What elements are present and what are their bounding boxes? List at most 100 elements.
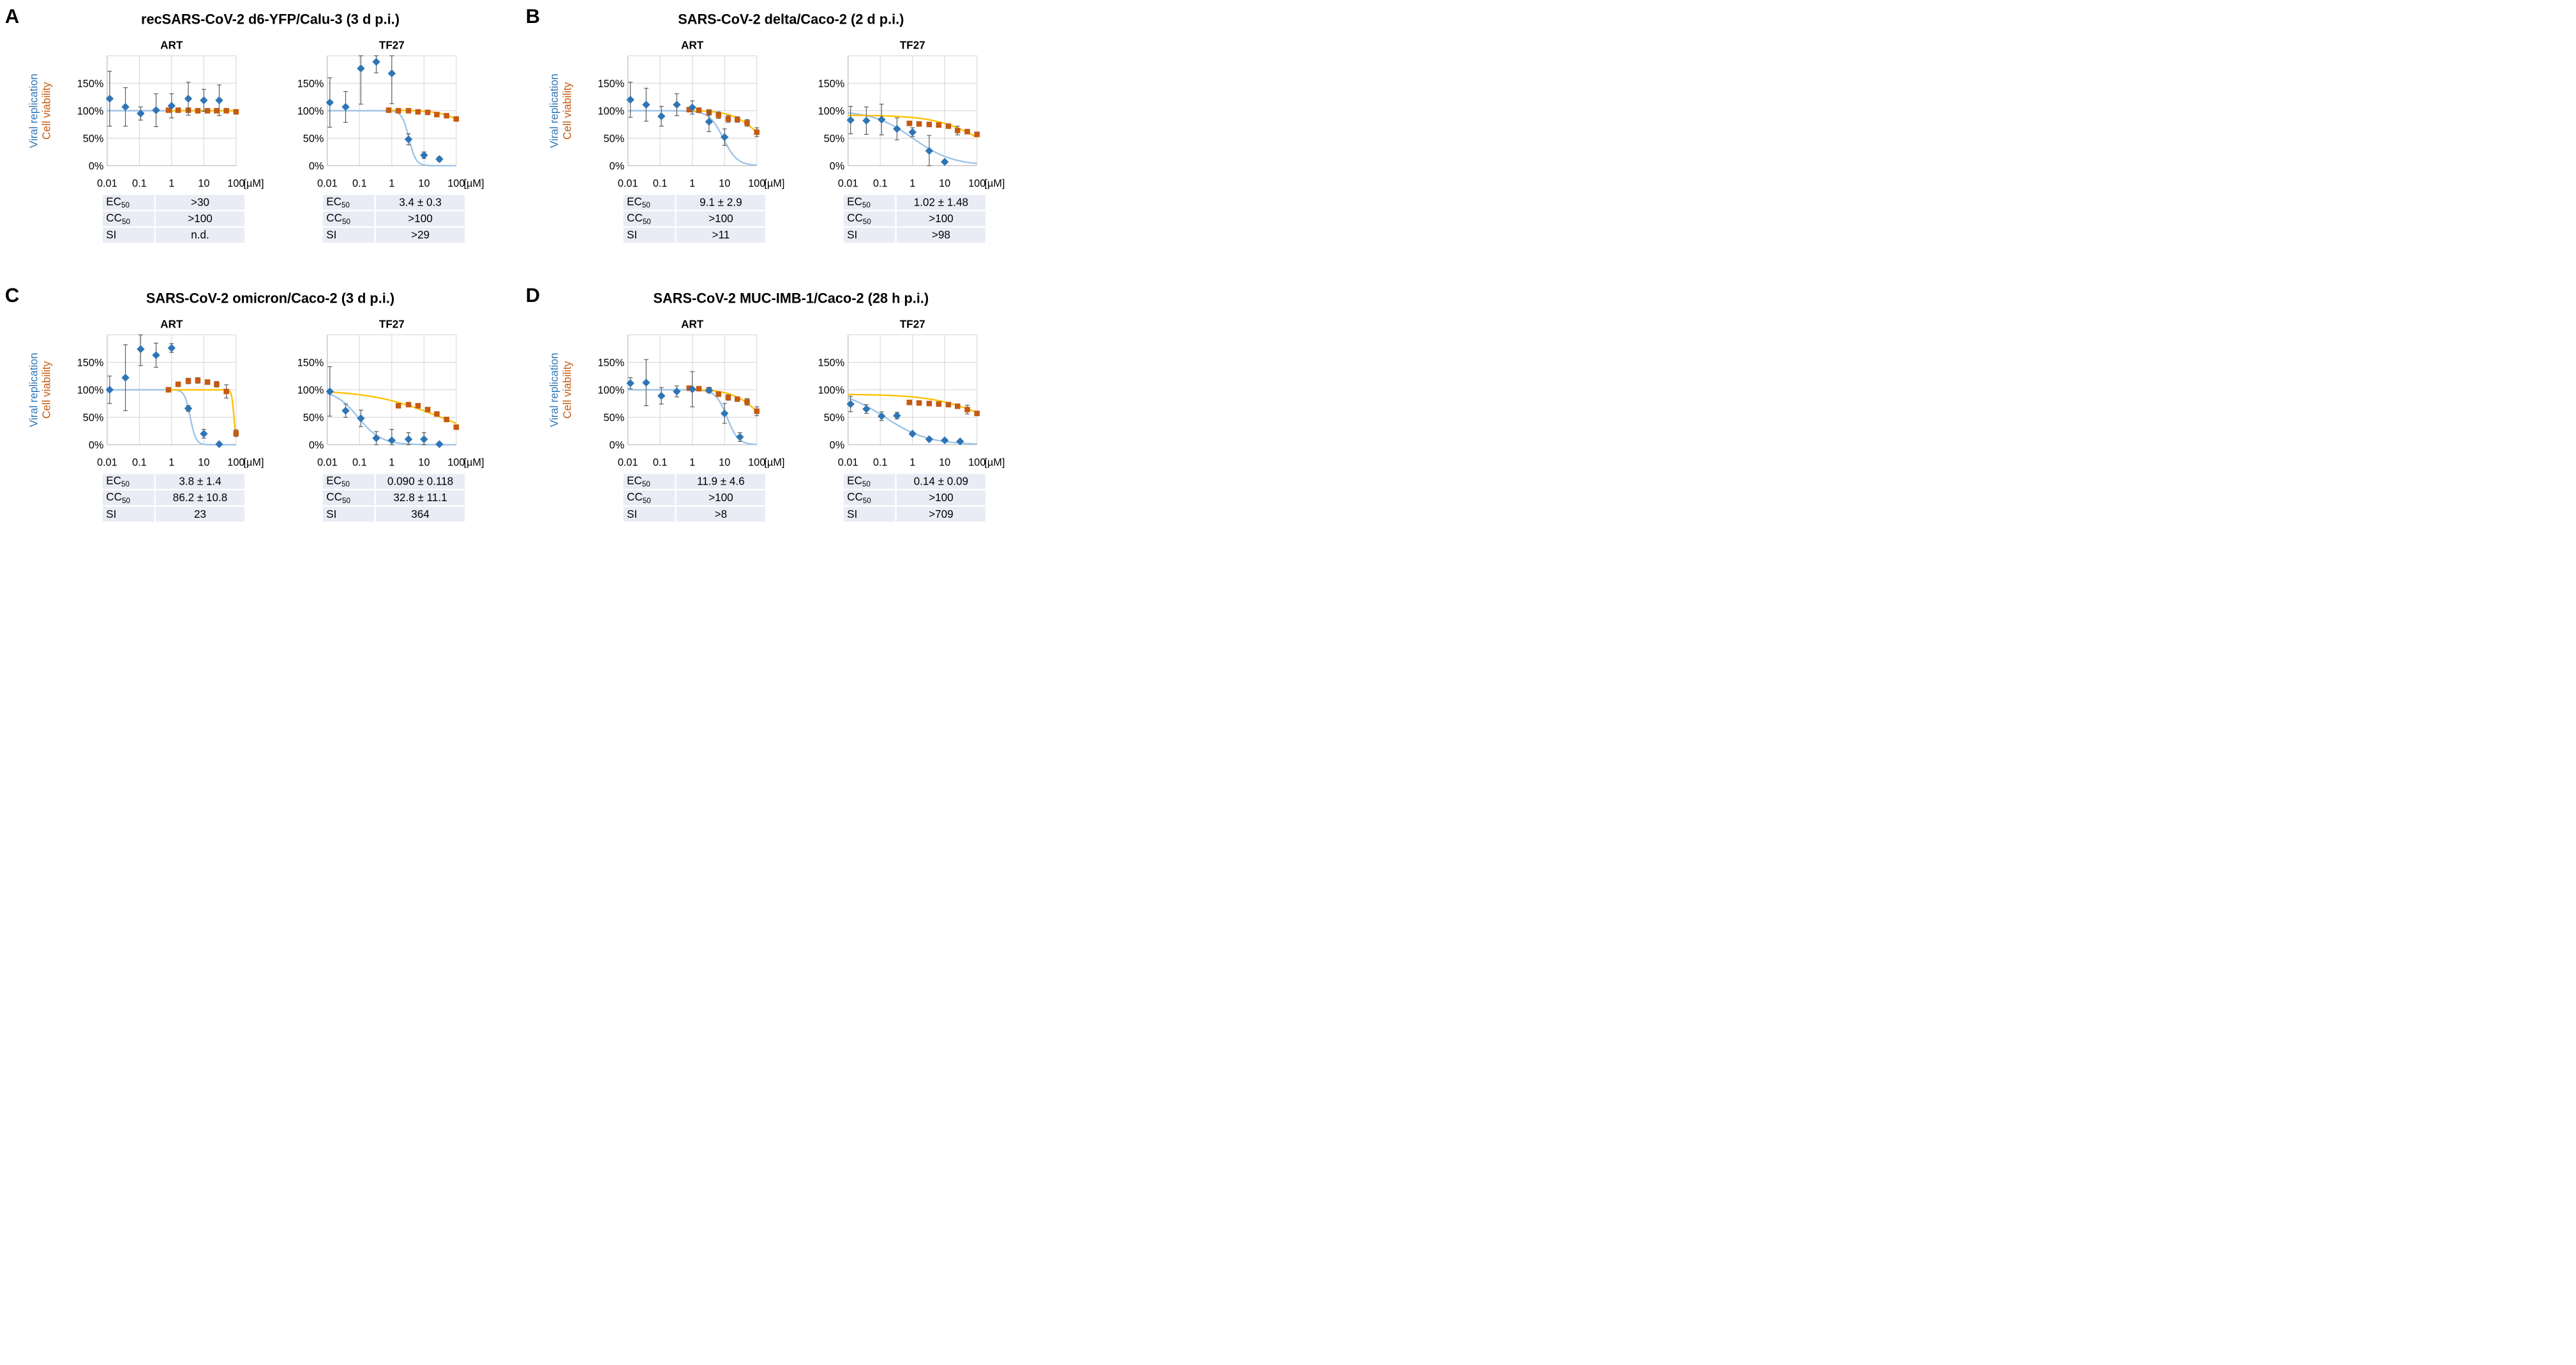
x-tick-label: 0.01 bbox=[618, 178, 638, 190]
viability-point bbox=[214, 381, 220, 388]
ylabel-viability: Cell viability bbox=[40, 82, 52, 140]
plot-D-left: 0% 50% 100% 150% 0.01 0.1 1 10 100[µM] ART bbox=[598, 319, 785, 469]
replication-point bbox=[878, 412, 886, 421]
subplot-title: ART bbox=[681, 40, 704, 52]
replication-point bbox=[341, 103, 350, 111]
replication-point bbox=[720, 133, 729, 141]
stats-row: SI >8 bbox=[623, 506, 765, 522]
stats-value: >29 bbox=[375, 227, 465, 243]
replication-fit-curve bbox=[327, 110, 456, 167]
stats-value: 364 bbox=[375, 506, 465, 522]
y-axis-label: Viral replicationCell viability bbox=[27, 73, 52, 147]
replication-point bbox=[642, 379, 650, 387]
viability-point bbox=[735, 396, 740, 402]
stats-row: CC50 >100 bbox=[102, 211, 245, 227]
stats-key-sub: 50 bbox=[862, 200, 871, 209]
stats-key-main: EC bbox=[847, 474, 862, 487]
stats-key-main: EC bbox=[326, 474, 342, 487]
viability-point bbox=[754, 408, 760, 414]
replication-point bbox=[657, 112, 666, 121]
x-unit-label: [µM] bbox=[463, 178, 484, 190]
viability-point bbox=[214, 108, 220, 114]
y-axis-label: Viral replicationCell viability bbox=[548, 73, 573, 147]
y-tick-label: 0% bbox=[830, 160, 845, 172]
x-tick-label: 10 bbox=[939, 178, 950, 190]
x-tick-label: 10 bbox=[198, 178, 209, 190]
y-tick-label: 150% bbox=[818, 78, 845, 89]
stats-key: SI bbox=[322, 506, 376, 522]
replication-point bbox=[878, 116, 886, 124]
replication-point bbox=[846, 116, 855, 124]
replication-point bbox=[404, 435, 413, 444]
viability-point bbox=[165, 107, 172, 113]
stats-value: 1.02 ± 1.48 bbox=[896, 195, 985, 210]
viability-point bbox=[185, 378, 191, 384]
viability-point bbox=[175, 381, 181, 388]
plot-D-right: 0% 50% 100% 150% 0.01 0.1 1 10 100[µM] TF27 bbox=[818, 319, 1005, 469]
stats-value: 23 bbox=[155, 506, 245, 522]
viability-point bbox=[444, 112, 449, 119]
stats-row: EC50 0.090 ± 0.118 bbox=[322, 474, 465, 489]
viability-point bbox=[955, 403, 961, 409]
viability-point bbox=[926, 400, 932, 407]
replication-point bbox=[435, 440, 444, 448]
replication-point bbox=[908, 430, 917, 438]
y-tick-label: 150% bbox=[818, 357, 845, 368]
replication-point bbox=[705, 386, 714, 395]
replication-point bbox=[387, 436, 396, 444]
viability-point bbox=[453, 116, 460, 122]
stats-row: SI n.d. bbox=[102, 227, 245, 243]
replication-point bbox=[705, 117, 714, 126]
viability-point bbox=[696, 386, 702, 392]
viability-point bbox=[405, 108, 412, 114]
plot-B-left: 0% 50% 100% 150% 0.01 0.1 1 10 100[µM] ART bbox=[598, 40, 785, 190]
x-tick-label: 0.1 bbox=[873, 457, 888, 469]
stats-row: CC50 86.2 ± 10.8 bbox=[102, 490, 245, 506]
stats-value: 3.4 ± 0.3 bbox=[375, 195, 465, 210]
x-unit-label: [µM] bbox=[764, 457, 784, 469]
x-unit-label: [µM] bbox=[244, 178, 264, 190]
x-tick-label: 100 bbox=[447, 457, 465, 469]
x-tick-label: 0.1 bbox=[653, 178, 668, 190]
x-tick-label: 0.1 bbox=[653, 457, 668, 469]
viability-point bbox=[434, 112, 440, 117]
replication-point bbox=[940, 158, 949, 166]
replication-point bbox=[404, 135, 413, 144]
stats-table: EC50 11.9 ± 4.6 CC50 >100 SI >8 bbox=[623, 472, 765, 523]
stats-key-si: SI bbox=[326, 229, 337, 241]
replication-point bbox=[167, 102, 176, 110]
viability-point bbox=[744, 399, 750, 405]
viability-point bbox=[906, 120, 913, 126]
panel-title: recSARS-CoV-2 d6-YFP/Calu-3 (3 d p.i.) bbox=[140, 11, 400, 27]
viability-point bbox=[715, 391, 722, 397]
plot-C-right: 0% 50% 100% 150% 0.01 0.1 1 10 100[µM] TF27 bbox=[297, 319, 484, 469]
stats-table: EC50 0.14 ± 0.09 CC50 >100 SI >709 bbox=[843, 472, 985, 523]
replication-point bbox=[893, 411, 901, 420]
stats-key-main: EC bbox=[627, 474, 642, 487]
replication-point bbox=[925, 435, 934, 444]
stats-key: EC50 bbox=[623, 474, 677, 489]
viability-fit-curve bbox=[168, 389, 237, 437]
stats-key: CC50 bbox=[102, 211, 156, 227]
stats-key-sub: 50 bbox=[642, 217, 651, 226]
replication-point bbox=[372, 434, 380, 442]
stats-table: EC50 >30 CC50 >100 SI n.d. bbox=[102, 193, 245, 244]
y-tick-label: 50% bbox=[303, 133, 324, 144]
y-tick-label: 100% bbox=[77, 105, 104, 117]
stats-value: 11.9 ± 4.6 bbox=[676, 474, 765, 489]
replication-point bbox=[341, 407, 350, 415]
stats-key-main: EC bbox=[847, 195, 862, 207]
y-tick-label: 150% bbox=[77, 357, 104, 368]
viability-point bbox=[715, 112, 722, 118]
stats-key-main: EC bbox=[106, 195, 122, 207]
replication-point bbox=[420, 151, 428, 160]
stats-row: SI >709 bbox=[843, 506, 985, 522]
replication-point bbox=[152, 106, 160, 114]
replication-point bbox=[720, 409, 729, 418]
x-tick-label: 10 bbox=[418, 457, 430, 469]
ylabel-viability: Cell viability bbox=[40, 361, 52, 419]
viability-point bbox=[175, 107, 181, 113]
stats-value: >100 bbox=[676, 490, 765, 506]
x-tick-label: 1 bbox=[689, 457, 695, 469]
panel-title: SARS-CoV-2 delta/Caco-2 (2 d p.i.) bbox=[678, 11, 904, 27]
